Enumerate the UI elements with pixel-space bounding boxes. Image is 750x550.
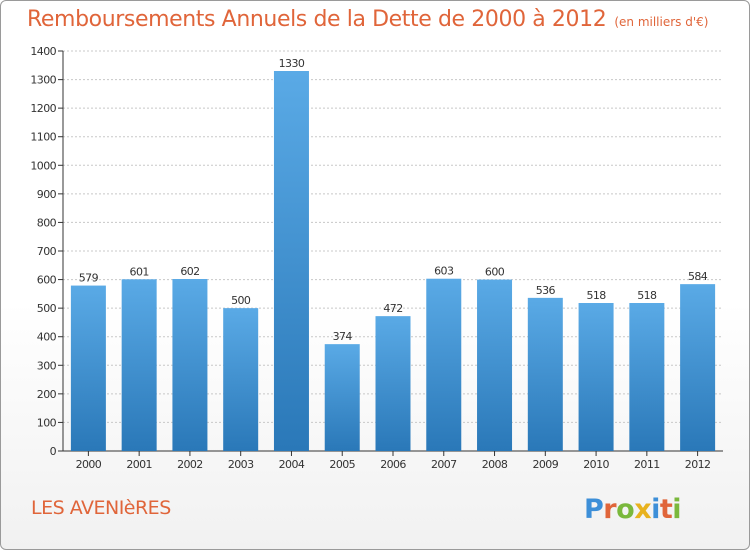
- data-label-2001: 601: [130, 265, 149, 278]
- data-label-2011: 518: [637, 289, 657, 302]
- y-tick-label: 500: [37, 302, 57, 315]
- bar-2000: [70, 285, 106, 451]
- x-tick-label-2008: 2008: [482, 458, 508, 471]
- data-label-2008: 600: [485, 266, 505, 279]
- y-tick-label: 1200: [30, 102, 56, 115]
- x-tick-label-2004: 2004: [279, 458, 305, 471]
- data-label-2007: 603: [434, 265, 454, 278]
- x-tick-label-2005: 2005: [329, 458, 355, 471]
- x-tick-label-2009: 2009: [533, 458, 559, 471]
- y-tick-label: 0: [50, 445, 57, 458]
- chart-title: Remboursements Annuels de la Dette de 20…: [27, 7, 708, 32]
- x-tick-label-2011: 2011: [634, 458, 660, 471]
- proxiti-logo: Proxiti: [584, 494, 682, 525]
- data-label-2009: 536: [536, 284, 556, 297]
- bar-2011: [629, 303, 665, 451]
- x-tick-label-2007: 2007: [431, 458, 457, 471]
- bar-2004: [273, 71, 309, 451]
- data-label-2000: 579: [79, 272, 99, 285]
- axes: 0 100 200 300 400 500 600 700 800 900 1000 1100 1200…: [30, 45, 723, 471]
- y-tick-label: 800: [37, 216, 57, 229]
- data-label-2010: 518: [586, 289, 606, 302]
- x-tick-label-2000: 2000: [76, 458, 102, 471]
- bar-2009: [527, 297, 563, 451]
- bar-2012: [680, 284, 716, 451]
- bar-2007: [426, 278, 462, 451]
- y-tick-label: 100: [37, 416, 57, 429]
- y-tick-label: 900: [37, 188, 57, 201]
- chart-title-text: Remboursements Annuels de la Dette de 20…: [27, 7, 607, 32]
- x-tick-label-2002: 2002: [177, 458, 203, 471]
- bar-2003: [223, 308, 259, 451]
- data-label-2003: 500: [231, 294, 251, 307]
- x-tick-label-2003: 2003: [228, 458, 254, 471]
- y-tick-label: 600: [37, 274, 57, 287]
- data-label-2005: 374: [333, 330, 353, 343]
- svg-text:Proxiti: Proxiti: [584, 494, 681, 525]
- bar-2010: [578, 303, 614, 451]
- x-tick-label-2001: 2001: [126, 458, 152, 471]
- x-tick-label-2010: 2010: [583, 458, 609, 471]
- x-tick-label-2006: 2006: [380, 458, 406, 471]
- y-tick-label: 400: [37, 331, 57, 344]
- data-label-2002: 602: [180, 265, 199, 278]
- commune-name: LES AVENIèRES: [31, 497, 171, 519]
- data-label-2012: 584: [688, 270, 708, 283]
- bar-2008: [477, 279, 513, 451]
- bar-2005: [324, 344, 360, 451]
- data-label-2004: 1330: [279, 57, 305, 70]
- y-tick-label: 300: [37, 359, 57, 372]
- y-tick-label: 1100: [30, 131, 56, 144]
- data-labels: 579 601 602 500 1330 374 472 603 600 536 518 518 584: [79, 57, 709, 343]
- bars: [70, 71, 716, 451]
- data-label-2006: 472: [383, 302, 402, 315]
- y-tick-label: 700: [37, 245, 57, 258]
- chart-unit: (en milliers d'€): [614, 15, 709, 29]
- bar-2001: [121, 279, 157, 451]
- bar-2006: [375, 316, 411, 451]
- bar-2002: [172, 279, 208, 451]
- x-tick-label-2012: 2012: [685, 458, 711, 471]
- y-tick-label: 200: [37, 388, 57, 401]
- y-tick-label: 1300: [30, 74, 56, 87]
- y-tick-label: 1400: [30, 45, 56, 58]
- y-tick-label: 1000: [30, 159, 56, 172]
